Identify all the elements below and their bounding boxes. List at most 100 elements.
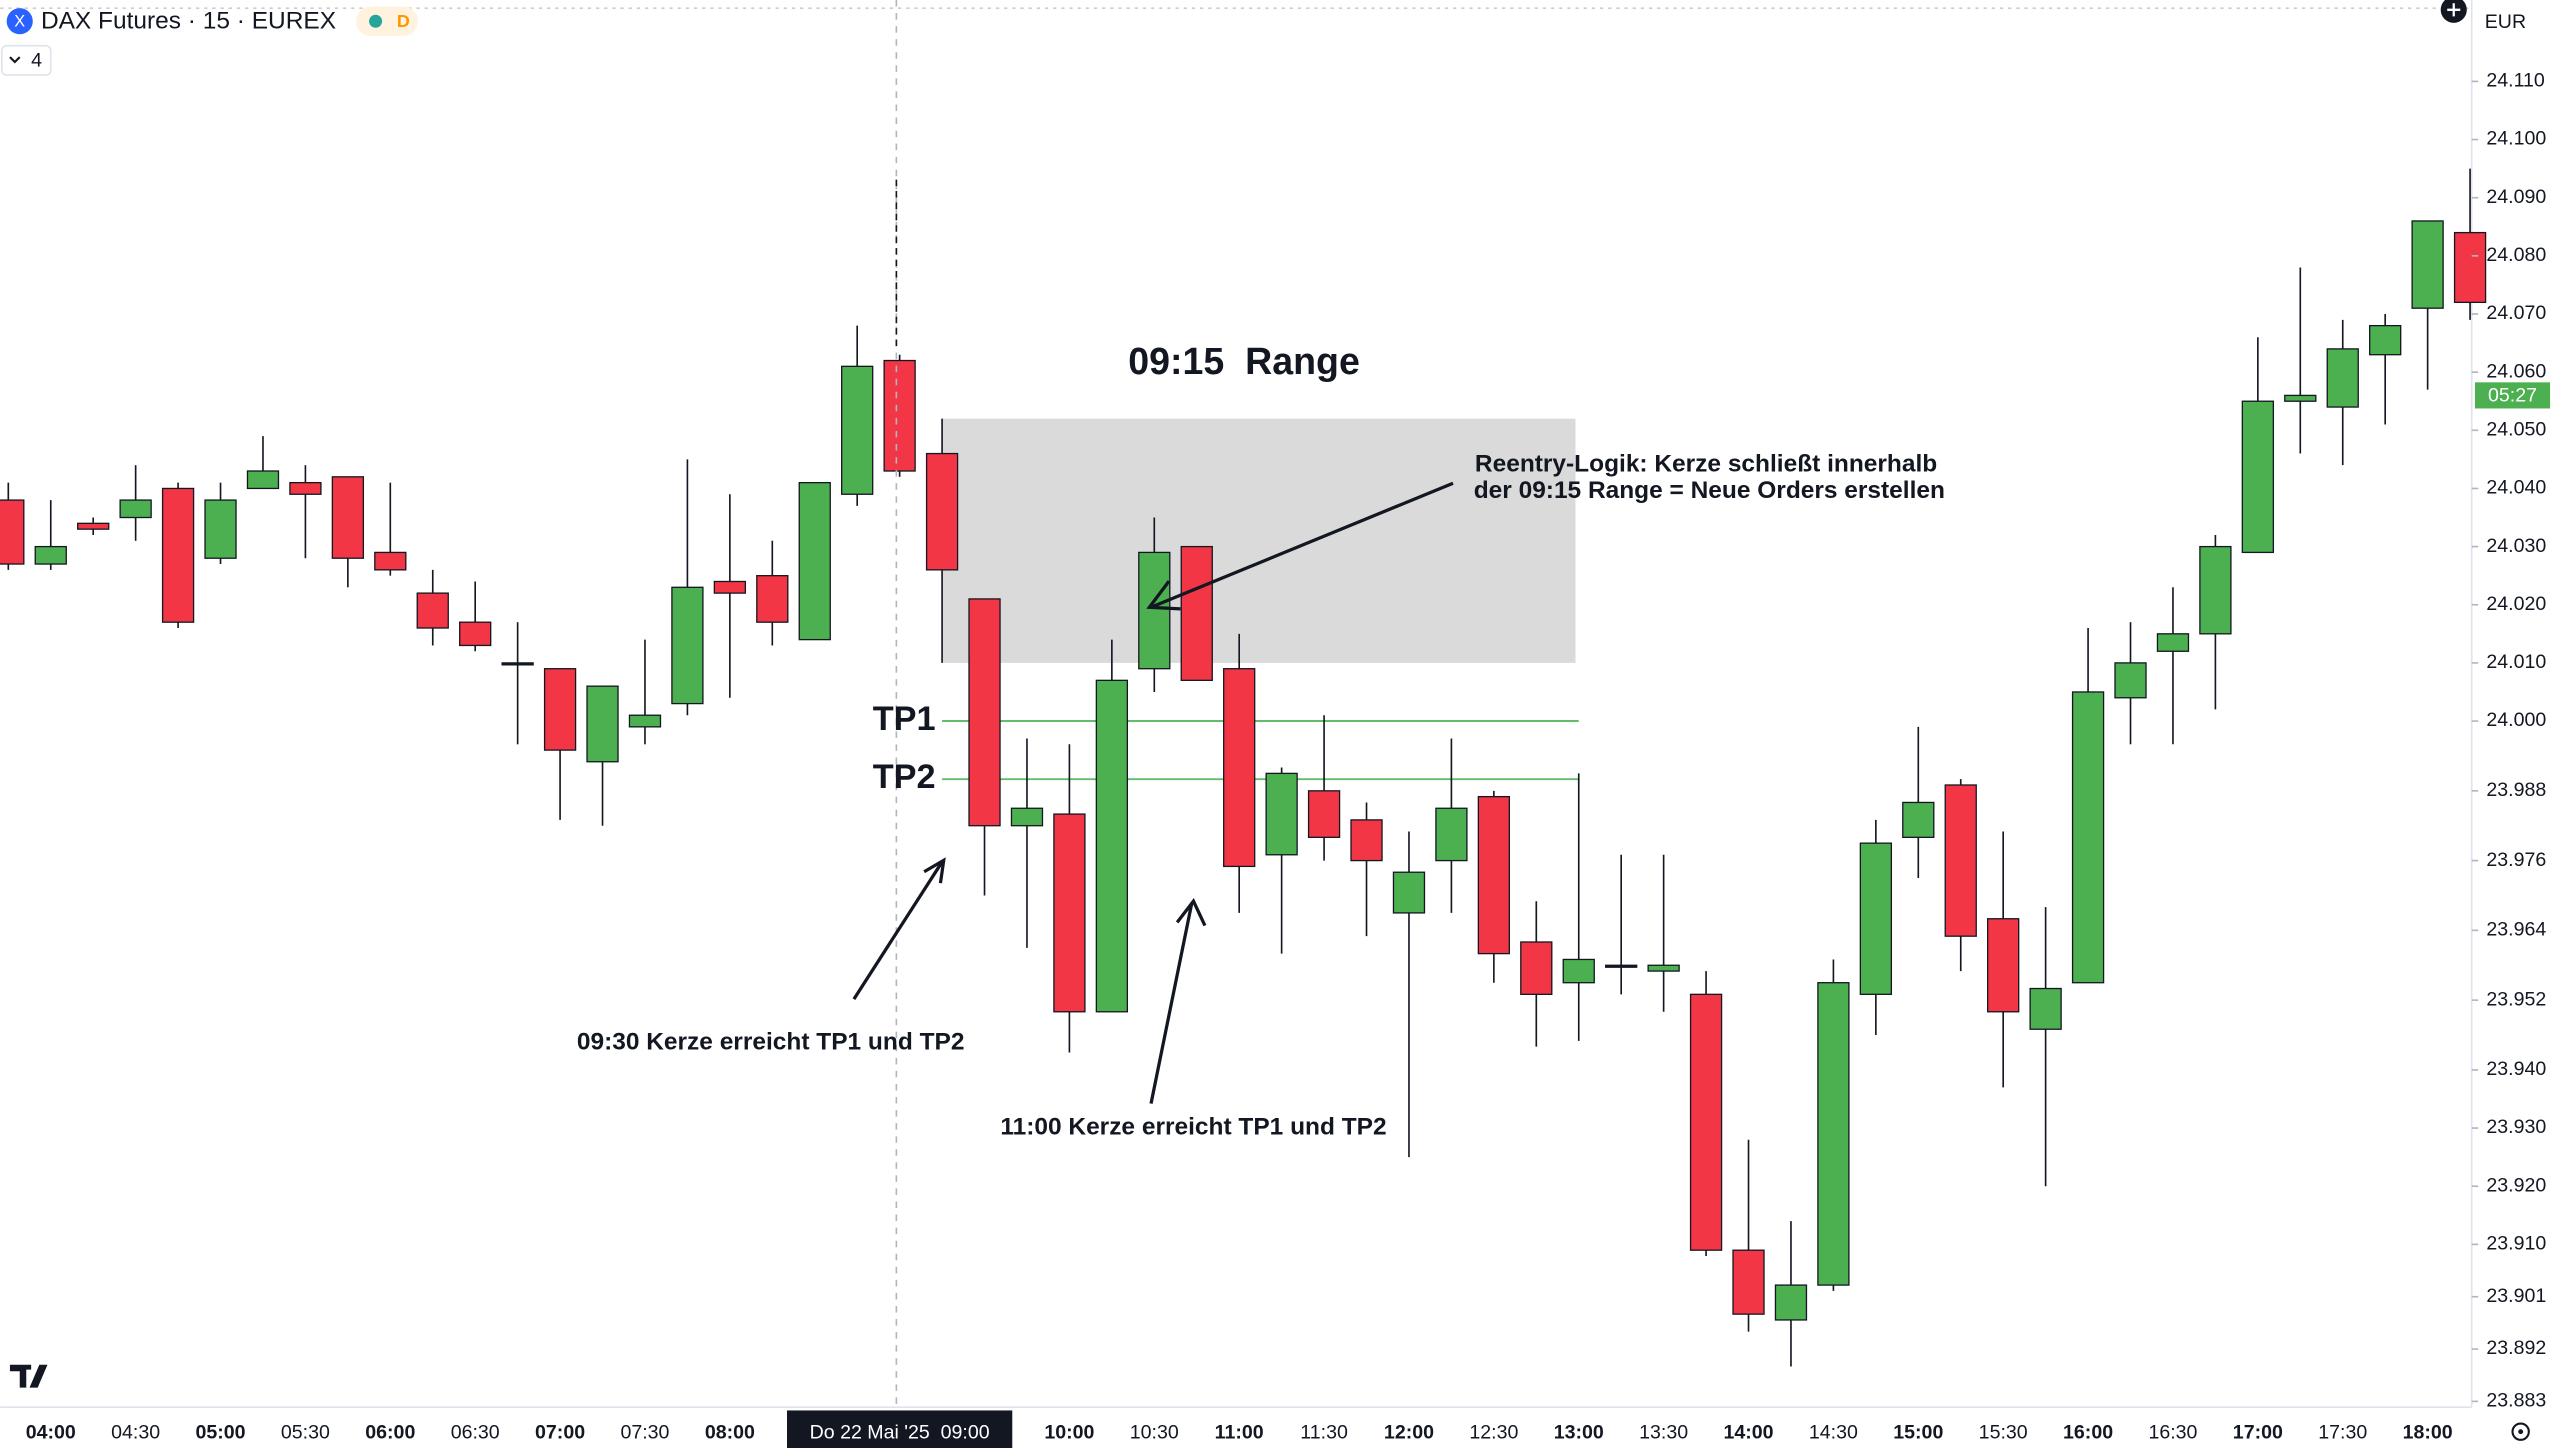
x-tick-label: 11:00: [1215, 1421, 1264, 1443]
y-tick-label: 23.920: [2486, 1174, 2546, 1196]
candle-body: [374, 551, 407, 571]
candle-body: [2114, 662, 2147, 699]
y-tick-label: 24.040: [2486, 477, 2546, 499]
arrow: [1149, 902, 1194, 1104]
candle-body: [798, 481, 831, 641]
note: 11:00 Kerze erreicht TP1 und TP2: [1000, 1114, 1386, 1141]
candle-body: [1477, 795, 1511, 955]
candle-body: [246, 470, 280, 490]
candle-body: [2156, 633, 2190, 652]
note: Reentry-Logik: Kerze schließt innerhalb: [1475, 451, 1937, 478]
y-tick-label: 23.892: [2486, 1337, 2546, 1359]
y-tick-label: 23.940: [2486, 1058, 2546, 1080]
y-tick-label: 23.976: [2486, 849, 2546, 871]
candle-body: [1307, 790, 1341, 838]
candle-body: [925, 452, 959, 571]
x-tick-label: 15:30: [1979, 1421, 2028, 1443]
y-tick-label: 23.988: [2486, 779, 2546, 801]
y-tick-label: 23.964: [2486, 919, 2546, 941]
y-tick-label: 24.110: [2486, 70, 2545, 92]
candle-body: [1774, 1284, 1808, 1321]
candle-body: [119, 499, 152, 519]
y-tick-label: 23.952: [2486, 988, 2546, 1010]
y-tick-label: 24.010: [2486, 651, 2546, 673]
y-tick-label: 23.901: [2486, 1285, 2546, 1307]
candle-body: [2029, 987, 2062, 1030]
symbol-title[interactable]: DAX Futures · 15 · EUREX: [41, 8, 336, 35]
x-tick-label: 12:00: [1384, 1421, 1434, 1443]
candle-body: [77, 522, 110, 530]
candle-body: [1732, 1249, 1765, 1315]
x-tick-label: 15:00: [1893, 1421, 1943, 1443]
candle-body: [289, 481, 322, 495]
candle-body: [2071, 691, 2105, 984]
currency[interactable]: EUR: [2485, 11, 2526, 33]
candle-body: [543, 668, 577, 751]
candle-body: [713, 580, 747, 594]
y-tick-label: 23.883: [2486, 1390, 2546, 1412]
candle-body: [1562, 958, 1595, 984]
candle-body: [756, 575, 789, 623]
plot-area: [0, 168, 2487, 1367]
candle-body: [459, 621, 492, 647]
x-tick-label: 06:30: [451, 1421, 500, 1443]
candle-body: [586, 685, 619, 763]
crosshair-time-label: Do 22 Mai '25 09:00: [810, 1421, 990, 1443]
candle-body: [1944, 784, 1977, 937]
x-tick-label: 07:00: [535, 1421, 585, 1443]
candle-body: [841, 365, 874, 495]
candle-body: [416, 592, 449, 629]
y-tick-label: 24.030: [2486, 535, 2546, 557]
candle-body: [204, 499, 237, 559]
x-tick-label: 16:00: [2063, 1421, 2113, 1443]
candle-body: [331, 476, 365, 559]
candle-body: [2453, 231, 2487, 304]
status-dot: [369, 14, 383, 28]
arrow: [852, 861, 944, 1000]
x-tick-label: 13:00: [1554, 1421, 1604, 1443]
y-tick-label: 24.070: [2486, 302, 2546, 324]
tradingview-logo[interactable]: [9, 1364, 48, 1388]
symbol-logo[interactable]: [6, 8, 33, 35]
candle-body: [1138, 551, 1171, 670]
countdown: 05:27: [2488, 384, 2537, 406]
candle-body: [1902, 801, 1935, 838]
symbol-logo-mark: X: [14, 12, 25, 30]
settings-button[interactable]: [2511, 1422, 2530, 1441]
interval-badge: D: [397, 11, 410, 31]
y-tick-label: 24.060: [2486, 360, 2546, 382]
x-tick-label: 04:30: [111, 1421, 160, 1443]
candle-body: [968, 598, 1001, 827]
indicator-toggle[interactable]: [0, 44, 52, 76]
x-tick-label: 13:30: [1639, 1421, 1688, 1443]
tp-label: TP2: [873, 758, 936, 796]
candle-body: [1689, 993, 1723, 1251]
x-tick-label: 14:30: [1809, 1421, 1858, 1443]
y-tick-label: 24.080: [2486, 244, 2546, 266]
x-tick-label: 06:00: [365, 1421, 415, 1443]
status-badge[interactable]: [356, 6, 419, 36]
candle-body: [34, 545, 67, 565]
candle-body: [1605, 964, 1638, 968]
tp-label: TP1: [873, 700, 936, 738]
settings-dot: [2518, 1429, 2524, 1435]
y-tick-label: 23.930: [2486, 1116, 2546, 1138]
x-tick-label: 05:00: [195, 1421, 245, 1443]
x-tick-label: 05:30: [281, 1421, 330, 1443]
candle-body: [161, 487, 195, 623]
y-tick-label: 24.090: [2486, 186, 2546, 208]
price-tag: [2474, 382, 2551, 409]
candle-body: [1859, 842, 1893, 995]
candle-body: [1053, 813, 1086, 1013]
candle-body: [1223, 668, 1256, 868]
arrow-head: [1146, 580, 1181, 611]
x-tick-label: 08:00: [705, 1421, 755, 1443]
candle-body: [2411, 220, 2444, 309]
x-tick-label: 16:30: [2148, 1421, 2197, 1443]
x-tick-label: 17:30: [2318, 1421, 2367, 1443]
candle-body: [1095, 679, 1129, 1013]
candle-body: [0, 499, 25, 565]
